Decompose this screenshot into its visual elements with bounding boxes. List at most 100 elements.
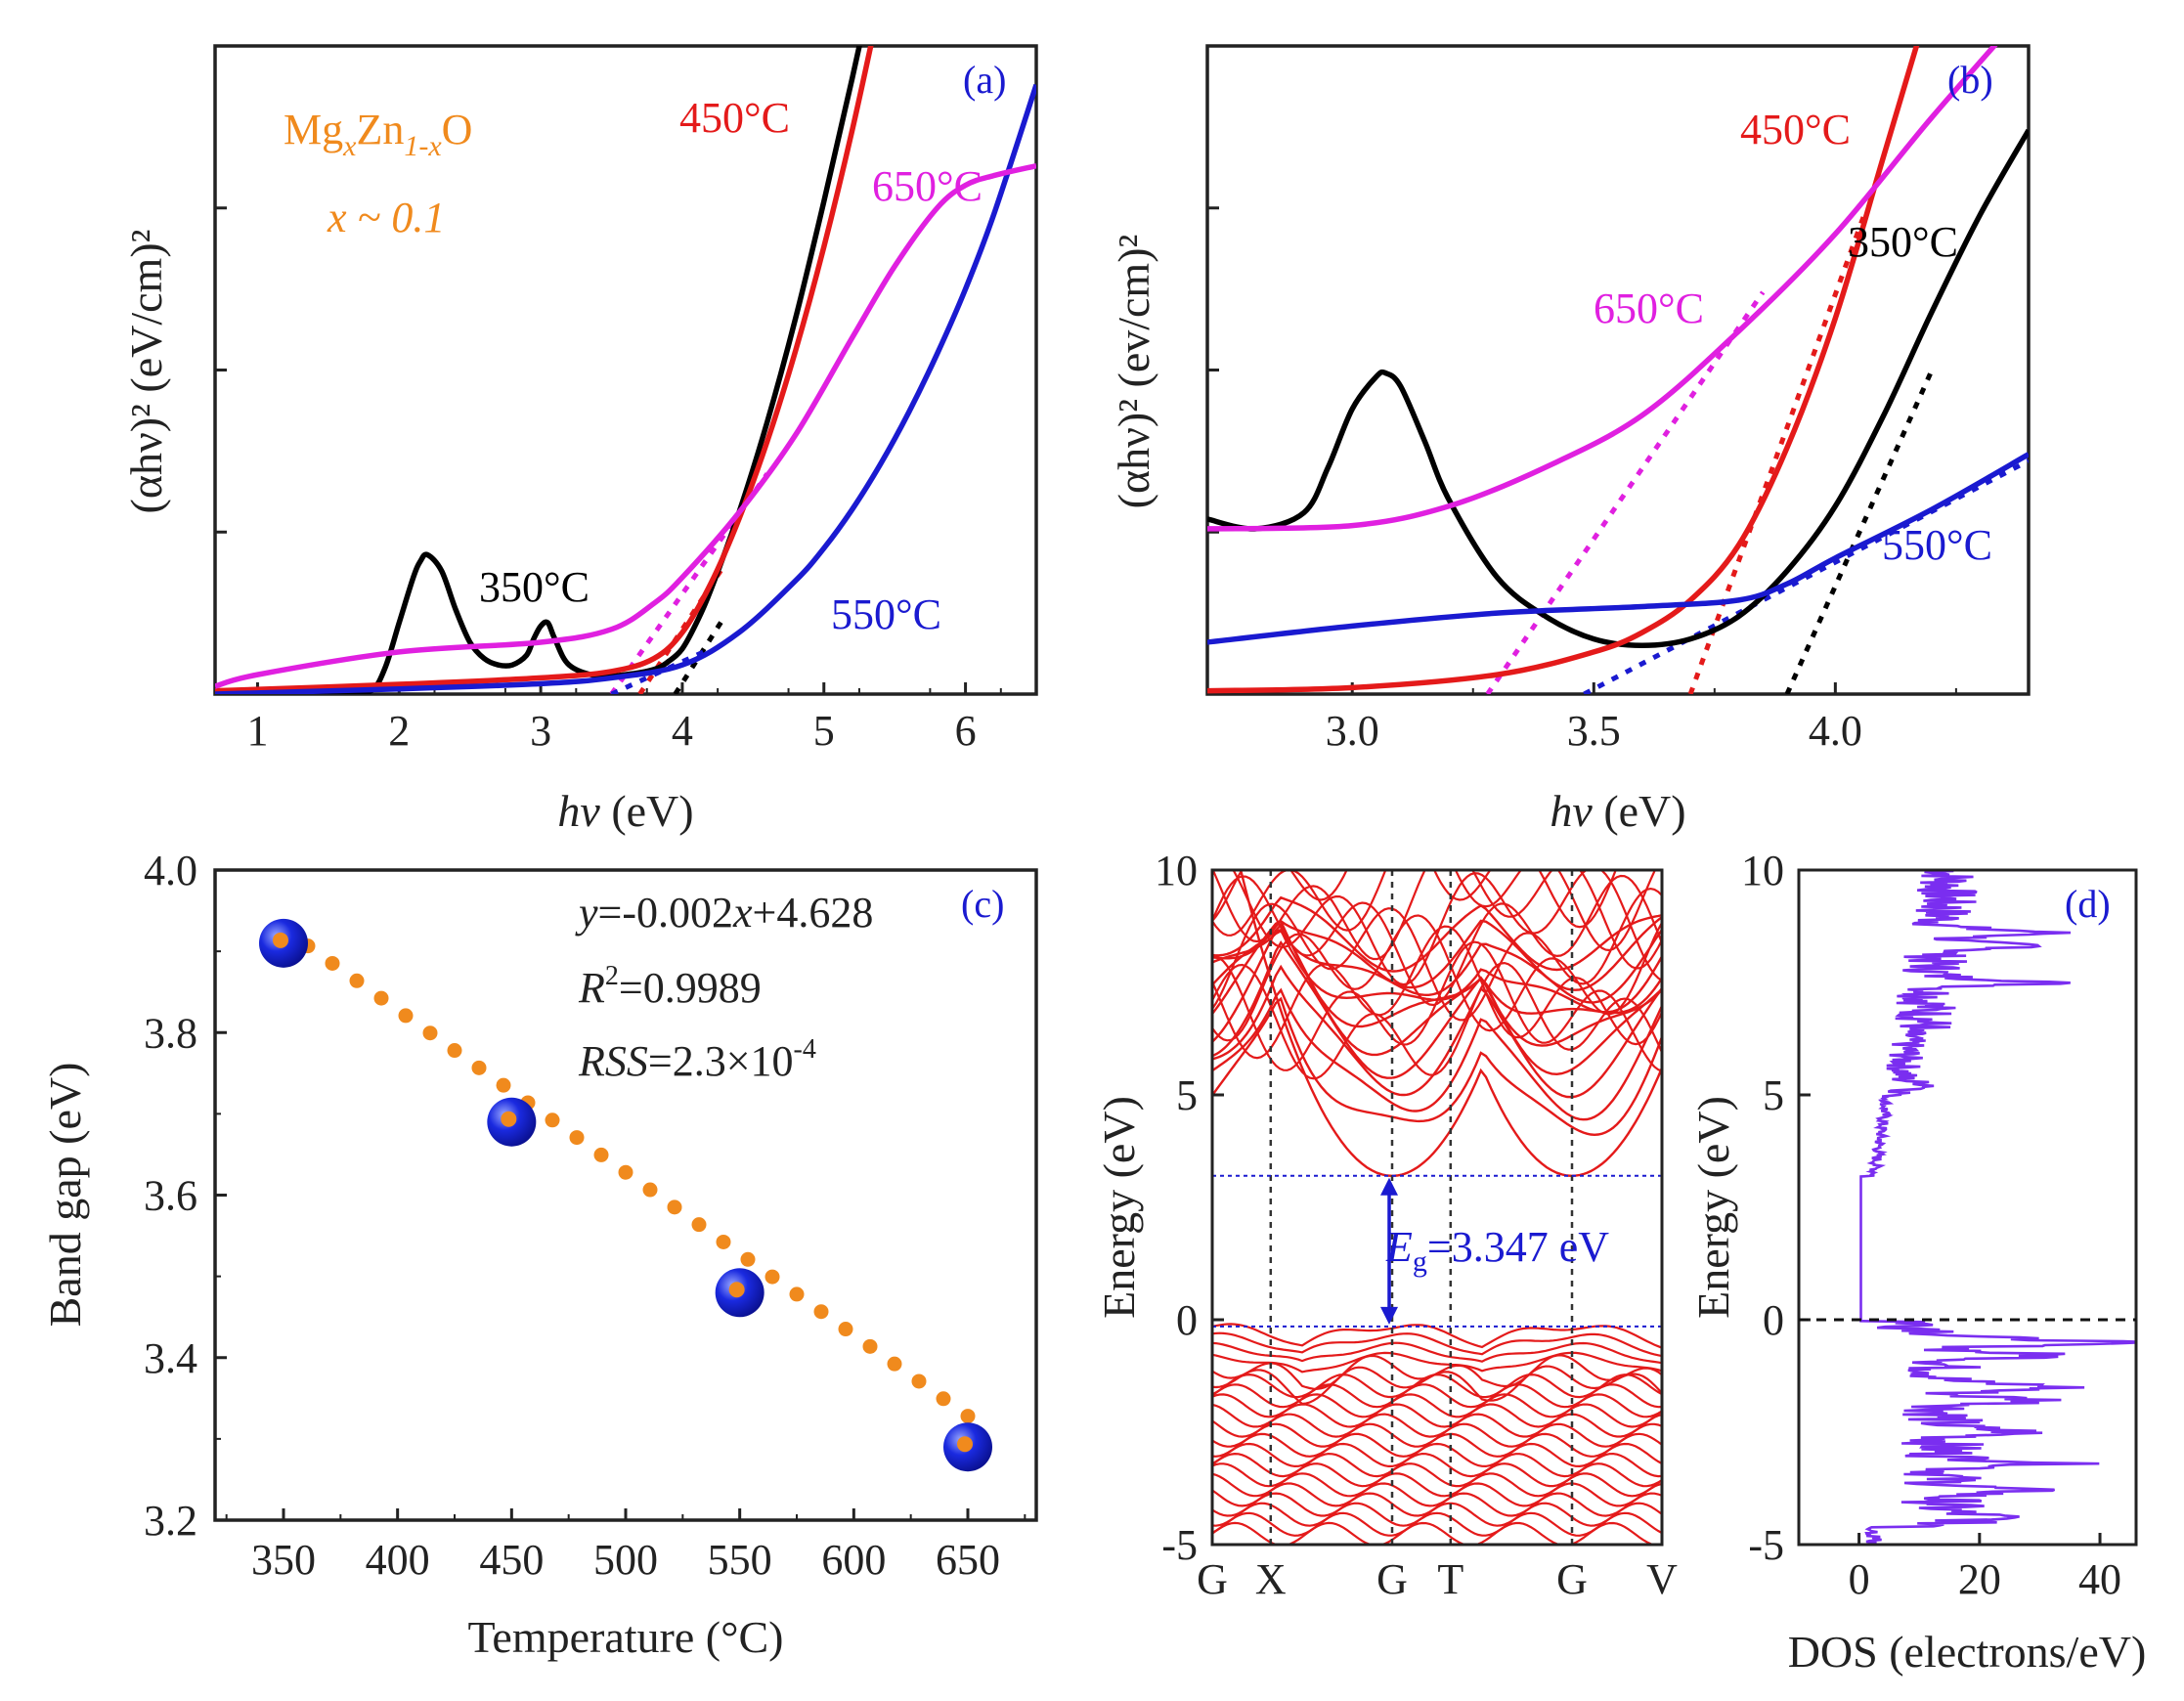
fit-dot bbox=[667, 1199, 682, 1215]
k-point-label: G bbox=[1556, 1555, 1588, 1603]
label-a-650: 650°C bbox=[872, 162, 983, 210]
fit-dot bbox=[936, 1391, 951, 1407]
conduction-band bbox=[1212, 996, 1662, 1137]
panel-a: 1 2 3 4 5 6 (a) MgxZn1-xO x ~ 0.1 450°C 650°C… bbox=[121, 44, 1038, 836]
dos-curve bbox=[1859, 870, 2136, 1545]
label-a-550: 550°C bbox=[831, 590, 941, 638]
panel-b-series bbox=[1207, 46, 2029, 694]
series-550°C bbox=[215, 83, 1036, 694]
valence-band bbox=[1212, 1432, 1662, 1458]
y-tick-label: 0 bbox=[1176, 1296, 1198, 1344]
panel-c-tag: (c) bbox=[961, 882, 1004, 926]
valence-band bbox=[1212, 1323, 1662, 1349]
x-tick-label: 550 bbox=[708, 1536, 772, 1584]
conduction-band bbox=[1212, 922, 1662, 1057]
dos-frame bbox=[1797, 868, 2138, 1547]
data-point-core bbox=[728, 1282, 745, 1298]
k-point-label: V bbox=[1646, 1555, 1678, 1603]
fit-dot bbox=[618, 1164, 633, 1180]
fit-rss-exp: -4 bbox=[794, 1034, 816, 1065]
panel-b-ylabel: (αhν)² (ev/cm)² bbox=[1109, 235, 1158, 509]
series-650°C bbox=[1207, 46, 1998, 532]
conduction-band bbox=[1212, 987, 1662, 1121]
fit-dot bbox=[325, 955, 340, 971]
panel-d-tag: (d) bbox=[2065, 882, 2111, 926]
valence-band bbox=[1212, 1354, 1662, 1390]
panel-a-tag: (a) bbox=[963, 58, 1006, 102]
fit-eq-slope: =-0.002 bbox=[598, 889, 733, 937]
x-tick-label: 650 bbox=[936, 1536, 1000, 1584]
fit-r2-sup: 2 bbox=[605, 961, 619, 991]
x-tick-label: 6 bbox=[955, 707, 977, 755]
series-650°C bbox=[215, 162, 1036, 689]
fit-dot bbox=[764, 1269, 780, 1285]
y-tick-label: 3.6 bbox=[144, 1172, 197, 1220]
y-tick-label: 10 bbox=[1155, 847, 1198, 894]
panel-a-ticks: 1 2 3 4 5 6 bbox=[215, 44, 1002, 755]
fit-dot bbox=[447, 1043, 462, 1059]
formula-sub-1x: 1-x bbox=[404, 130, 442, 162]
x-tick-label: 600 bbox=[821, 1536, 886, 1584]
x-tick-label: 500 bbox=[593, 1536, 658, 1584]
fit-dot bbox=[593, 1147, 609, 1162]
x-tick-label: 4 bbox=[672, 707, 693, 755]
dos-ticks: -5 0 5 10 0 20 40 bbox=[1741, 847, 2136, 1603]
fit-r2-label: R bbox=[578, 964, 605, 1012]
panel-b-xlabel: hv (eV) bbox=[1550, 786, 1685, 836]
fit-dot bbox=[691, 1217, 707, 1233]
panel-b: 3.0 3.5 4.0 (b) 450°C 350°C 650°C 550°C (α… bbox=[1109, 44, 2031, 836]
valence-band bbox=[1212, 1472, 1662, 1498]
y-tick-label: 0 bbox=[1763, 1296, 1784, 1344]
fit-eq-y: y bbox=[575, 889, 598, 937]
fit-rss: RSS=2.3×10-4 bbox=[578, 1034, 816, 1085]
x-tick-label: 400 bbox=[366, 1536, 430, 1584]
formula-zn: Zn bbox=[356, 106, 404, 153]
panel-a-ylabel: (αhν)² (eV/cm)² bbox=[121, 230, 171, 514]
fit-line bbox=[1687, 213, 1867, 694]
conduction-band bbox=[1212, 964, 1662, 1099]
y-tick-label: 3.4 bbox=[144, 1334, 197, 1382]
fit-dot bbox=[373, 990, 389, 1006]
fit-dot bbox=[422, 1025, 438, 1041]
valence-band bbox=[1212, 1331, 1662, 1358]
x-tick-label: 2 bbox=[388, 707, 410, 755]
panel-a-xlabel: hv (eV) bbox=[557, 786, 693, 836]
fit-dot bbox=[789, 1287, 805, 1302]
k-point-label: T bbox=[1437, 1555, 1463, 1603]
upper-band bbox=[1212, 887, 1662, 1022]
fit-dot bbox=[471, 1060, 487, 1075]
fit-eq-intercept: +4.628 bbox=[753, 889, 874, 937]
data-point-core bbox=[273, 932, 288, 948]
x-tick-label: 3 bbox=[530, 707, 551, 755]
fit-rss-label: RSS bbox=[578, 1037, 648, 1085]
dos-xlabel: DOS (electrons/eV) bbox=[1788, 1627, 2147, 1677]
y-tick-label: 5 bbox=[1763, 1071, 1784, 1119]
x-tick-label: 4.0 bbox=[1809, 707, 1862, 755]
composition-label: x ~ 0.1 bbox=[327, 194, 445, 241]
x-tick-label: 5 bbox=[813, 707, 835, 755]
x-tick-label: 0 bbox=[1849, 1555, 1870, 1603]
valence-band bbox=[1212, 1365, 1662, 1406]
k-point-label: G bbox=[1376, 1555, 1408, 1603]
y-tick-label: 3.8 bbox=[144, 1009, 197, 1057]
x-tick-label: 450 bbox=[479, 1536, 544, 1584]
dos-ylabel: Energy (eV) bbox=[1688, 1096, 1738, 1319]
band-gap-label: Eg=3.347 eV bbox=[1385, 1223, 1609, 1278]
label-b-450: 450°C bbox=[1740, 106, 1851, 153]
valence-band bbox=[1212, 1341, 1662, 1365]
valence-band bbox=[1212, 1403, 1662, 1428]
gap-arrow-head-bottom bbox=[1380, 1306, 1398, 1325]
fit-dot bbox=[349, 973, 365, 988]
panel-a-xlabel-var: hv bbox=[557, 786, 600, 836]
band-gap-sub: g bbox=[1413, 1245, 1427, 1278]
fit-r2: R2=0.9989 bbox=[578, 961, 762, 1012]
panel-c-ylabel: Band gap (eV) bbox=[40, 1063, 90, 1328]
panel-b-ticks: 3.0 3.5 4.0 bbox=[1207, 44, 1957, 755]
panel-c-points bbox=[259, 918, 992, 1472]
upper-band bbox=[1232, 870, 1662, 986]
fit-line bbox=[1784, 369, 1935, 694]
fit-dot bbox=[642, 1182, 658, 1198]
k-point-label: X bbox=[1255, 1555, 1287, 1603]
